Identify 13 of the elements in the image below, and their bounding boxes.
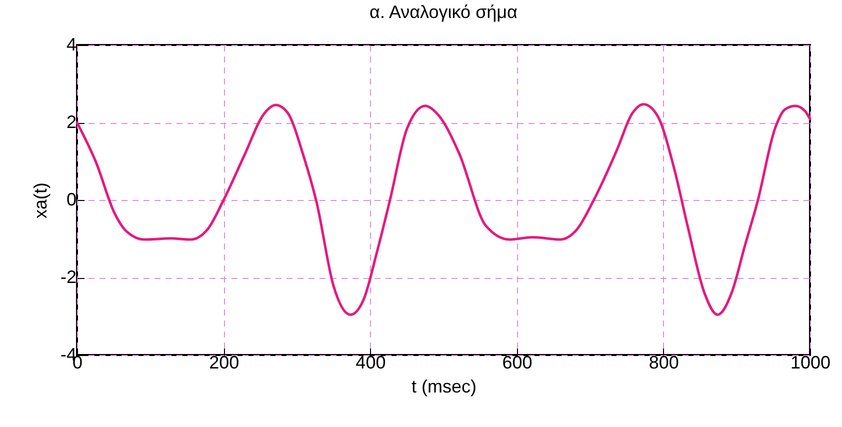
x-tick-label: 1000 (790, 352, 831, 372)
line-series (76, 103, 812, 316)
chart-title: α. Αναλογικό σήμα (370, 2, 518, 22)
y-tick-label: 0 (66, 190, 76, 210)
y-tick-label: -2 (60, 267, 76, 287)
x-tick-label: 400 (356, 352, 386, 372)
x-tick-label: 600 (502, 352, 532, 372)
y-axis-title: xa(t) (30, 182, 50, 218)
x-tick-label: 800 (648, 352, 679, 372)
y-tick-label: 2 (66, 112, 76, 132)
x-tick-label: 200 (209, 352, 240, 372)
y-tick-label: 4 (66, 34, 76, 54)
x-axis-title: t (msec) (412, 376, 476, 396)
